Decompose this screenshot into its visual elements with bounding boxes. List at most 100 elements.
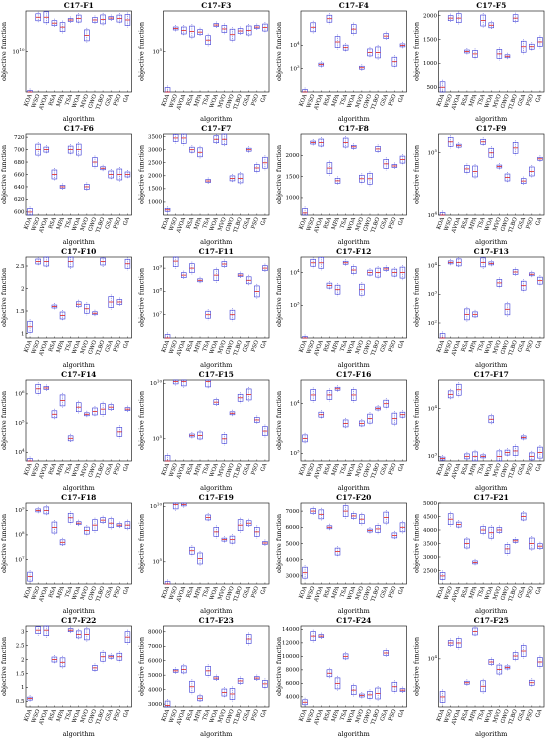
category-label: TLBO xyxy=(508,339,519,357)
plot-frame xyxy=(25,379,132,462)
category-label: TSA xyxy=(477,216,487,230)
x-axis-label: algorithm xyxy=(63,361,95,369)
category-label: PSO xyxy=(525,462,535,476)
category-label: GSA xyxy=(242,708,252,722)
category-label: KOA xyxy=(24,216,34,231)
y-tick-label: 5000 xyxy=(148,673,162,679)
category-label: TSA xyxy=(64,462,74,476)
y-axis-label: objective function xyxy=(138,514,146,573)
category-label: RSA xyxy=(48,216,58,230)
plot-frame xyxy=(438,133,545,216)
y-tick-label: 5000 xyxy=(286,541,300,547)
panel-title: C17-F16 xyxy=(336,370,371,379)
category-label: RSA xyxy=(323,585,333,599)
box-mvo xyxy=(496,450,503,462)
x-axis-label: algorithm xyxy=(475,115,507,123)
category-label: GSA xyxy=(105,216,115,230)
category-label: AVOA xyxy=(313,216,325,235)
category-label: AVOA xyxy=(451,585,463,604)
y-tick-label: 104 xyxy=(290,268,300,277)
category-label: WSO xyxy=(444,339,455,355)
x-axis-label: algorithm xyxy=(63,484,95,492)
category-label: PSO xyxy=(388,585,398,599)
category-label: WSO xyxy=(169,708,180,724)
category-label: AVOA xyxy=(451,708,463,727)
y-tick-label: 2000 xyxy=(286,153,300,159)
category-label: GA xyxy=(397,708,406,719)
category-label: GSA xyxy=(517,585,527,599)
panel-c17-f6: C17-F6 600 620 640 660 680 700 720 objective fun… xyxy=(0,124,132,246)
y-tick-label: 107 xyxy=(15,555,25,564)
x-axis-label: algorithm xyxy=(338,607,370,615)
category-label: GA xyxy=(535,216,544,227)
y-tick-label: 4000 xyxy=(286,558,300,564)
plot-frame xyxy=(438,502,545,585)
panel-title: C17-F14 xyxy=(61,370,96,379)
x-axis-label: algorithm xyxy=(338,484,370,492)
category-label: GA xyxy=(535,93,544,104)
category-label: WSO xyxy=(31,93,42,109)
category-label: MPA xyxy=(331,93,341,108)
box-wso xyxy=(172,502,179,510)
box-koa xyxy=(164,700,171,708)
category-label: MVO xyxy=(80,708,91,724)
y-axis-label: objective function xyxy=(413,268,421,327)
category-label: WSO xyxy=(169,585,180,601)
category-label: RSA xyxy=(48,93,58,107)
category-label: WSO xyxy=(444,708,455,724)
category-label: WOA xyxy=(347,339,358,355)
category-label: MVO xyxy=(355,708,366,724)
y-tick-label: 1500 xyxy=(423,37,437,43)
category-label: WOA xyxy=(209,339,220,355)
y-tick-label: 8000 xyxy=(148,630,162,636)
category-label: GSA xyxy=(517,216,527,230)
panel-title: C17-F4 xyxy=(339,1,369,10)
panel-c17-f15: C17-F15 105 1010 objective function KOAWSOAV… xyxy=(138,370,270,492)
category-label: MPA xyxy=(468,216,478,231)
y-tick-label: 103 xyxy=(290,64,300,73)
y-tick-label: 1010 xyxy=(150,502,163,511)
x-axis-label: algorithm xyxy=(200,607,232,615)
box-tsa xyxy=(205,379,211,388)
y-tick-label: 1010 xyxy=(12,47,25,56)
category-label: GA xyxy=(397,585,406,596)
category-label: TSA xyxy=(339,339,349,353)
y-tick-label: 109 xyxy=(152,263,162,272)
category-label: KOA xyxy=(299,708,309,723)
category-label: RSA xyxy=(186,585,196,599)
category-label: PSO xyxy=(113,585,123,599)
category-label: WOA xyxy=(72,585,83,601)
y-axis-label: objective function xyxy=(413,145,421,204)
y-tick-label: 2500 xyxy=(423,568,437,574)
category-label: MVO xyxy=(355,93,366,109)
category-label: GSA xyxy=(105,585,115,599)
plot-frame xyxy=(438,625,545,708)
panel-title: C17-F5 xyxy=(476,1,506,10)
category-label: GSA xyxy=(380,339,390,353)
y-tick-label: 106 xyxy=(15,389,25,398)
box-wso xyxy=(172,379,179,385)
category-label: KOA xyxy=(436,216,446,231)
category-label: AVOA xyxy=(176,708,188,727)
y-tick-label: 3500 xyxy=(148,134,162,140)
category-label: TSA xyxy=(202,339,212,353)
x-axis-label: algorithm xyxy=(63,730,95,738)
box-tsa xyxy=(67,256,74,268)
category-label: TSA xyxy=(477,585,487,599)
category-label: MPA xyxy=(193,585,203,600)
category-label: MVO xyxy=(80,93,91,109)
category-label: TLBO xyxy=(508,462,519,480)
category-label: TLBO xyxy=(95,708,106,726)
category-label: PSO xyxy=(388,708,398,722)
y-axis-label: objective function xyxy=(138,22,146,81)
category-label: MVO xyxy=(492,339,503,355)
y-tick-label: 5000 xyxy=(423,501,437,507)
panel-c17-f4: C17-F4 103 104 objective function KOAWSOAVOA… xyxy=(275,1,407,123)
category-label: GA xyxy=(535,462,544,473)
category-label: WOA xyxy=(484,585,495,601)
y-tick-label: 102 xyxy=(427,318,437,327)
y-axis-label: objective function xyxy=(413,514,421,573)
panel-title: C17-F11 xyxy=(199,247,234,256)
